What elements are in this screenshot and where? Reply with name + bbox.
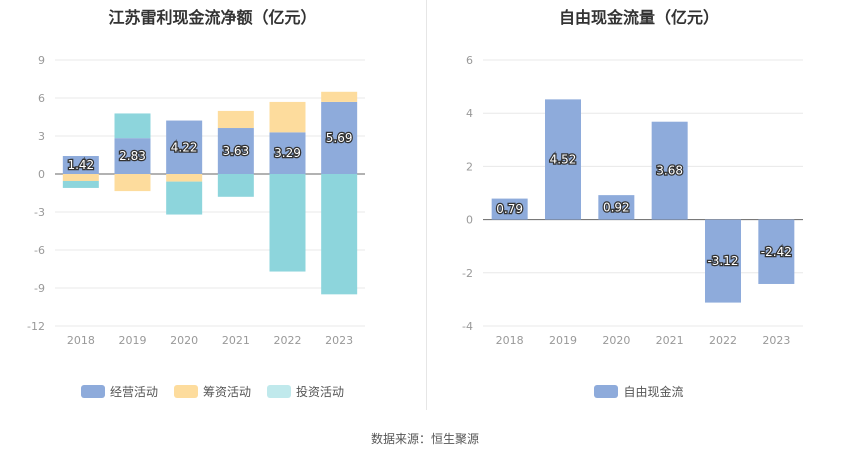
legend-swatch <box>80 385 105 398</box>
data-label: 4.52 <box>550 152 577 166</box>
legend-label: 自由现金流 <box>623 385 684 399</box>
bar <box>217 174 254 197</box>
cash-flow-chart-panel: 江苏雷利现金流净额（亿元） 9 6 3 0 -3 -6 -9 -12 2018 2019 2020 2… <box>0 0 425 410</box>
data-label: 3.63 <box>222 144 249 158</box>
bar <box>321 174 358 295</box>
bar <box>217 110 254 129</box>
y-tick-label: 3 <box>38 130 45 143</box>
y-tick-label: 6 <box>38 92 45 105</box>
data-label: 2.83 <box>119 149 146 163</box>
bar <box>166 120 203 174</box>
data-label: -3.12 <box>707 254 738 268</box>
x-tick-label: 2021 <box>656 334 684 347</box>
data-label: -2.42 <box>761 245 792 259</box>
y-tick-label: -2 <box>462 267 473 280</box>
bar <box>62 174 99 181</box>
x-tick-label: 2019 <box>119 334 147 347</box>
free-cash-flow-chart-panel: 自由现金流量（亿元） 6 4 2 0 -2 -4 2018 2019 2020 2021 2022 2… <box>428 0 850 410</box>
x-tick-label: 2018 <box>67 334 95 347</box>
bar <box>491 198 528 220</box>
bar <box>114 138 151 174</box>
free-cash-flow-chart: 6 4 2 0 -2 -4 2018 2019 2020 2021 2022 2023 0.79 4.52… <box>462 54 803 347</box>
bar <box>651 121 688 220</box>
bar <box>217 128 254 174</box>
x-tick-label: 2020 <box>602 334 630 347</box>
chart-legend: 自由现金流 <box>428 383 850 400</box>
legend-label: 投资活动 <box>296 385 345 399</box>
bar <box>545 99 581 220</box>
legend-item[interactable]: 投资活动 <box>267 383 344 400</box>
x-tick-label: 2021 <box>222 334 250 347</box>
chart-title: 江苏雷利现金流净额（亿元） <box>108 8 317 27</box>
x-tick-label: 2023 <box>762 334 790 347</box>
bar <box>114 174 151 192</box>
y-tick-label: 9 <box>38 54 45 67</box>
y-tick-label: -9 <box>34 282 45 295</box>
bar <box>114 113 151 139</box>
y-tick-label: -3 <box>34 206 45 219</box>
panel-divider <box>426 0 427 410</box>
bar <box>269 132 306 174</box>
bar <box>62 156 99 174</box>
chart-title: 自由现金流量（亿元） <box>558 8 719 27</box>
y-tick-label: -6 <box>34 244 45 257</box>
bar <box>269 101 306 133</box>
x-tick-label: 2019 <box>549 334 577 347</box>
bar <box>166 174 203 182</box>
data-label: 3.29 <box>274 146 301 160</box>
data-label: 0.92 <box>603 200 630 214</box>
legend-item[interactable]: 自由现金流 <box>594 383 684 400</box>
x-tick-label: 2023 <box>325 334 353 347</box>
legend-swatch <box>594 385 619 398</box>
data-source-note: 数据来源：恒生聚源 <box>370 432 479 446</box>
bar <box>758 219 795 284</box>
bar <box>269 174 306 272</box>
y-tick-label: 0 <box>38 168 45 181</box>
data-label: 1.42 <box>67 158 94 172</box>
x-tick-label: 2022 <box>709 334 737 347</box>
legend-item[interactable]: 筹资活动 <box>173 383 251 400</box>
legend-label: 经营活动 <box>109 385 158 399</box>
y-tick-label: 2 <box>466 160 473 173</box>
data-label: 4.22 <box>171 140 198 154</box>
y-tick-label: -4 <box>462 320 473 333</box>
cash-flow-chart: 9 6 3 0 -3 -6 -9 -12 2018 2019 2020 2021 2022 2023 1.4… <box>27 54 365 347</box>
legend-swatch <box>173 385 198 398</box>
y-tick-label: 4 <box>466 107 473 120</box>
bar <box>705 219 741 303</box>
x-tick-label: 2022 <box>274 334 302 347</box>
data-label: 5.69 <box>326 131 353 145</box>
x-tick-label: 2018 <box>496 334 524 347</box>
bar <box>321 91 358 102</box>
y-tick-label: 6 <box>466 54 473 67</box>
bar <box>598 195 635 220</box>
y-tick-label: 0 <box>466 214 473 227</box>
bar <box>166 181 203 215</box>
legend-item[interactable]: 经营活动 <box>80 383 158 400</box>
y-tick-label: -12 <box>27 320 45 333</box>
legend-label: 筹资活动 <box>202 385 251 399</box>
bar <box>321 101 358 174</box>
x-tick-label: 2020 <box>170 334 198 347</box>
data-label: 3.68 <box>656 164 683 178</box>
legend-swatch <box>267 385 291 398</box>
chart-legend: 经营活动 筹资活动 投资活动 <box>0 383 425 400</box>
bar <box>62 180 99 188</box>
data-label: 0.79 <box>496 202 523 216</box>
